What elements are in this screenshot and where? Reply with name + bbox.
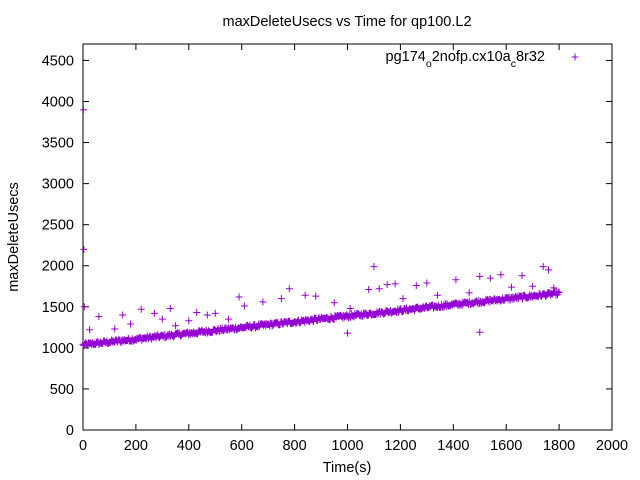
x-tick-label: 1600	[490, 438, 522, 454]
data-point	[211, 309, 219, 317]
y-tick-label: 1500	[42, 300, 74, 316]
y-tick-label: 1000	[42, 341, 74, 357]
data-point	[399, 295, 407, 303]
data-point	[518, 272, 526, 280]
data-point	[370, 263, 378, 271]
legend-label: pg174o2nofp.cx10ac8r32	[386, 49, 545, 70]
y-tick-label: 4500	[42, 53, 74, 69]
data-points	[79, 106, 563, 350]
data-point	[452, 276, 460, 284]
data-point	[346, 304, 354, 312]
data-point	[301, 291, 309, 299]
data-point	[185, 317, 193, 325]
data-point	[365, 286, 373, 294]
plot-frame	[82, 43, 613, 431]
data-point	[391, 280, 399, 288]
x-tick-label: 0	[79, 438, 87, 454]
data-point	[550, 284, 558, 292]
data-point	[312, 292, 320, 300]
data-point	[80, 245, 88, 253]
x-tick-label: 1400	[437, 438, 469, 454]
y-tick-label: 4000	[42, 94, 74, 110]
data-point	[555, 288, 563, 296]
y-tick-label: 0	[66, 423, 74, 439]
data-point	[137, 305, 145, 313]
data-point	[166, 304, 174, 312]
x-tick-label: 600	[230, 438, 254, 454]
data-point	[216, 327, 224, 335]
legend-marker	[571, 53, 579, 61]
data-point	[86, 326, 94, 334]
data-point	[193, 309, 201, 317]
data-point	[330, 299, 338, 307]
data-point	[172, 322, 180, 330]
data-point	[240, 302, 248, 310]
data-point	[111, 325, 119, 333]
x-tick-label: 1000	[331, 438, 363, 454]
x-tick-label: 1800	[543, 438, 575, 454]
data-point	[529, 282, 537, 290]
data-point	[545, 266, 553, 274]
x-tick-label: 1200	[384, 438, 416, 454]
data-point	[554, 289, 562, 297]
data-point	[259, 298, 267, 306]
y-tick-label: 500	[50, 382, 74, 398]
chart-title: maxDeleteUsecs vs Time for qp100.L2	[222, 14, 471, 30]
data-point	[465, 289, 473, 297]
data-point	[539, 263, 547, 271]
data-point	[375, 285, 383, 293]
data-point	[158, 315, 166, 323]
data-point	[80, 106, 88, 114]
y-tick-label: 3000	[42, 177, 74, 193]
data-point	[203, 311, 211, 319]
data-point	[95, 313, 103, 321]
y-axis-ticks: 0 500 1000 1500 2000 2500 3000 3500 4000 4500	[42, 53, 612, 439]
data-point	[412, 281, 420, 289]
x-tick-label: 400	[177, 438, 201, 454]
y-tick-label: 3500	[42, 136, 74, 152]
data-point	[344, 329, 351, 337]
data-point	[433, 291, 441, 299]
data-point	[224, 315, 232, 323]
data-point	[476, 328, 484, 336]
x-axis-label: Time(s)	[323, 460, 372, 476]
y-tick-label: 2000	[42, 259, 74, 275]
data-point	[119, 311, 127, 319]
x-tick-label: 200	[124, 438, 148, 454]
data-point	[235, 293, 243, 301]
data-point	[486, 274, 494, 282]
data-point	[497, 271, 505, 279]
data-point	[383, 281, 391, 289]
data-point	[277, 295, 285, 303]
x-axis-ticks: 0 200 400 600 800 1000 1200 1400 1600 1800 2000	[79, 44, 628, 454]
data-point	[285, 285, 293, 293]
data-point	[150, 309, 158, 317]
data-point	[439, 304, 447, 312]
legend: pg174o2nofp.cx10ac8r32	[386, 49, 579, 70]
y-tick-label: 2500	[42, 218, 74, 234]
x-tick-label: 2000	[596, 438, 628, 454]
legend-marker-plus	[571, 53, 579, 61]
x-tick-label: 800	[282, 438, 306, 454]
data-point	[80, 303, 88, 311]
y-axis-label: maxDeleteUsecs	[6, 182, 22, 292]
data-point	[423, 279, 431, 287]
data-point	[476, 272, 484, 280]
data-point	[507, 283, 515, 291]
data-point	[127, 320, 135, 328]
